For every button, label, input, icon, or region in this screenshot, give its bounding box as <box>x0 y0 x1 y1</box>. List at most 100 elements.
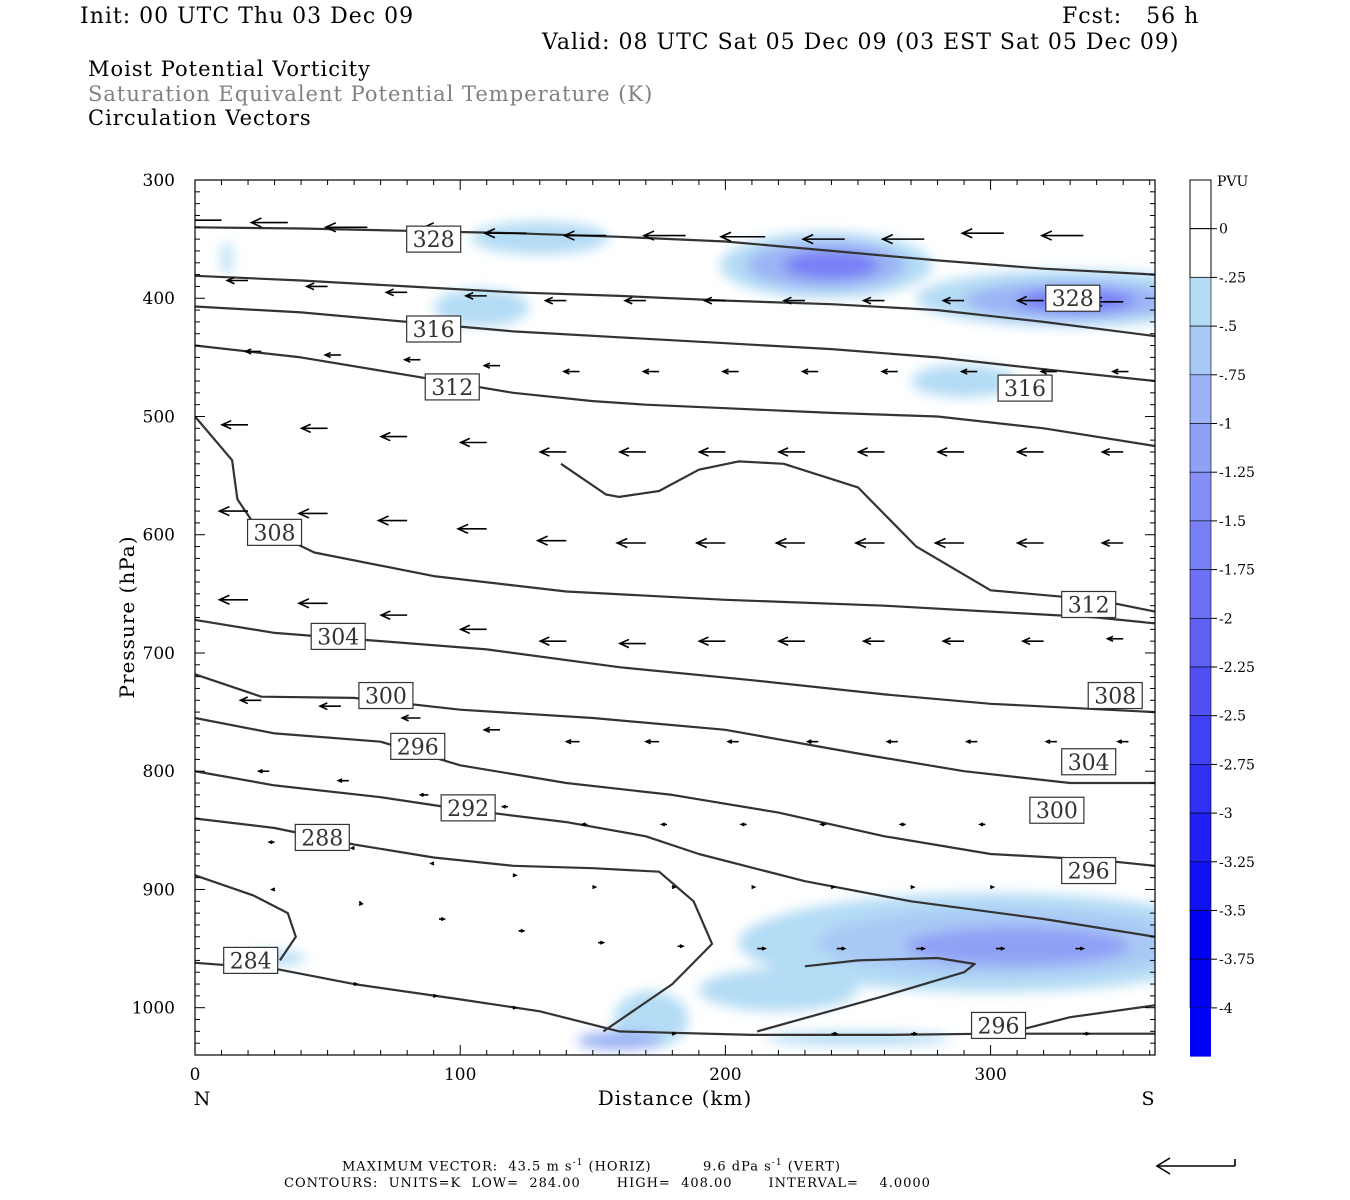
colorbar-label: -2.25 <box>1219 660 1255 676</box>
colorbar-label: 0 <box>1219 222 1228 238</box>
contour-label-box <box>294 823 350 852</box>
vector-head <box>217 505 230 517</box>
circulation-vector <box>538 447 567 457</box>
circulation-vector <box>297 598 328 609</box>
vector-head <box>538 636 550 646</box>
circulation-vector <box>916 946 927 951</box>
circulation-vector-layer <box>195 217 1129 1036</box>
colorbar-swatch <box>1189 228 1212 278</box>
circulation-vector <box>1075 946 1086 951</box>
vector-head <box>432 993 439 998</box>
contour-label-box <box>970 1011 1027 1040</box>
vector-head <box>912 1031 919 1036</box>
vector-head <box>592 885 598 890</box>
circulation-vector <box>238 696 262 705</box>
contour-label: 300 <box>365 685 407 710</box>
pv-shade-blob <box>783 250 880 280</box>
colorbar-label: -3.5 <box>1219 904 1246 920</box>
vector-head <box>1015 295 1028 306</box>
vector-head <box>599 940 606 945</box>
vector-head <box>989 885 996 890</box>
vector-head <box>429 861 435 866</box>
vector-head <box>697 447 709 457</box>
contour-label: 312 <box>431 376 473 401</box>
circulation-vector <box>1100 539 1124 548</box>
circulation-vector <box>217 505 249 517</box>
circulation-vector <box>726 739 739 745</box>
vector-head <box>819 822 825 827</box>
vector-head <box>880 233 894 245</box>
circulation-vector <box>776 447 805 457</box>
circulation-vector <box>885 739 898 745</box>
vector-head <box>1100 539 1110 548</box>
circulation-vector <box>880 368 898 375</box>
vector-head <box>880 368 888 375</box>
circulation-vector <box>861 296 885 305</box>
circulation-vector <box>297 508 328 519</box>
vector-head <box>353 981 359 987</box>
circulation-vector <box>739 822 747 827</box>
circulation-vector <box>592 885 598 890</box>
vector-head <box>694 537 708 549</box>
colorbar: 0 -.25 -.5 -.75 -1 -1.25 -1.5 -1.75 -2 -2.25 -2.5 -… <box>1189 179 1255 1057</box>
circulation-vector <box>418 792 429 797</box>
circulation-vector <box>819 822 827 827</box>
contour-label-box <box>424 373 480 401</box>
vector-head <box>323 351 332 359</box>
vector-head <box>641 368 650 375</box>
circulation-vector <box>535 535 567 546</box>
vector-head <box>805 739 812 745</box>
circulation-vector <box>861 637 885 646</box>
colorbar-label: -3.25 <box>1219 855 1255 871</box>
vector-head <box>535 535 548 546</box>
colorbar-swatch <box>1189 569 1212 619</box>
vector-head <box>719 231 732 242</box>
circulation-vector <box>376 515 408 526</box>
contour-label: 328 <box>1052 287 1094 312</box>
vector-head <box>402 356 411 363</box>
pv-shade-blob <box>221 241 233 275</box>
vector-head <box>297 598 310 609</box>
colorbar-swatch <box>1189 617 1212 668</box>
vector-head <box>617 638 630 649</box>
colorbar-label: -.75 <box>1219 368 1246 384</box>
theta-contour-286 <box>195 874 297 962</box>
circulation-vector <box>697 636 726 646</box>
colorbar-swatch <box>1189 277 1212 327</box>
circulation-vector <box>225 276 249 285</box>
colorbar-label: -2.5 <box>1219 709 1246 725</box>
contour-label: 288 <box>301 826 343 851</box>
circulation-vector <box>482 227 527 239</box>
circulation-vector <box>379 610 408 620</box>
circulation-vector <box>217 594 249 605</box>
contour-label-box <box>310 622 366 651</box>
vector-head <box>964 739 971 745</box>
vector-head <box>323 222 337 233</box>
contour-label: 304 <box>317 625 359 650</box>
contour-label-box <box>223 946 279 975</box>
pv-shade-blob <box>470 221 609 255</box>
colorbar-label: -1.5 <box>1219 514 1246 530</box>
circulation-vector <box>1015 447 1044 457</box>
contour-label: 308 <box>254 521 296 546</box>
vector-head <box>318 702 328 711</box>
contour-info: CONTOURS: UNITS=K LOW= 284.00 HIGH= 408.… <box>284 1176 931 1191</box>
vector-head <box>856 447 868 457</box>
circulation-vector <box>384 288 408 297</box>
y-tick-label: 800 <box>143 762 175 782</box>
circulation-vector <box>402 356 421 363</box>
circulation-vector <box>856 447 885 457</box>
circulation-vector <box>659 822 668 827</box>
vector-head <box>238 696 249 705</box>
circulation-vector <box>1039 230 1084 241</box>
vector-head <box>482 726 491 734</box>
contour-label: 292 <box>447 797 489 822</box>
circulation-vector <box>880 233 925 245</box>
circulation-vector <box>243 348 262 355</box>
vector-head <box>225 276 235 285</box>
theta-contour-316 <box>195 344 1155 448</box>
circulation-vector <box>941 296 965 305</box>
contour-label-box <box>1029 796 1085 824</box>
axis-layer: 0 100 200 300 300 400 500 600 700 800 900 1000 <box>132 171 1155 1085</box>
